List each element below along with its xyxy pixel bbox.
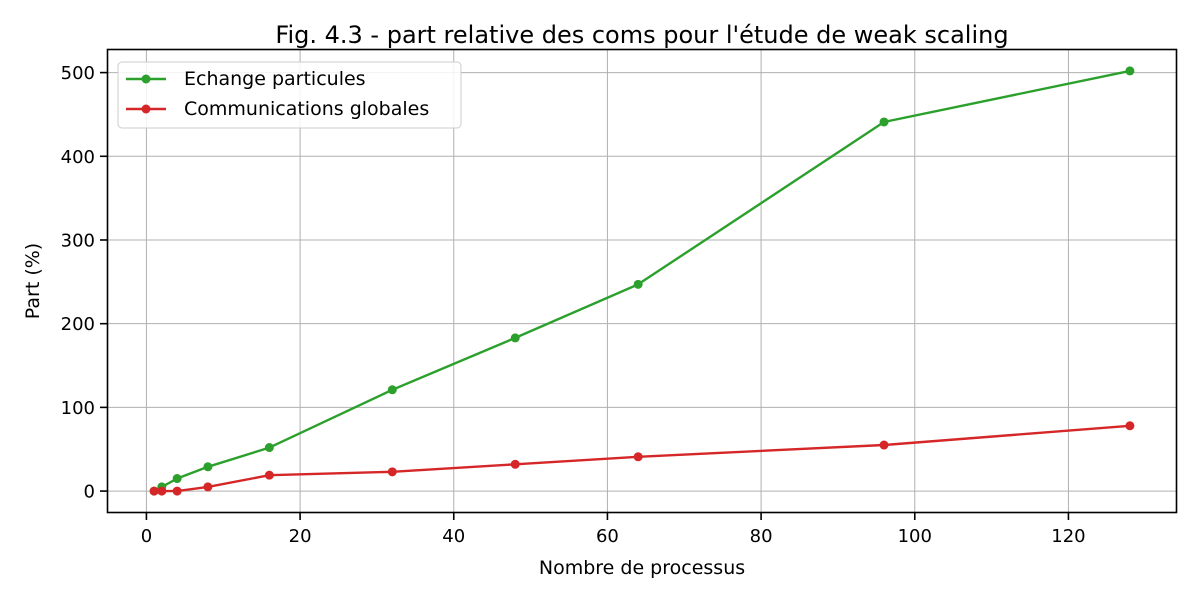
data-point (387, 467, 397, 477)
y-tick-label: 200 (61, 314, 95, 335)
data-point (1125, 66, 1135, 76)
data-point (172, 474, 182, 484)
series-line-0 (153, 69, 1131, 493)
data-point (149, 486, 159, 496)
y-tick-label: 500 (61, 63, 95, 84)
chart-title: Fig. 4.3 - part relative des coms pour l… (275, 21, 1008, 49)
y-tick-label: 0 (84, 482, 95, 503)
x-tick-label: 100 (898, 526, 932, 547)
data-point (203, 482, 213, 492)
x-tick-label: 40 (442, 526, 465, 547)
data-point (633, 452, 643, 462)
grid (108, 50, 1176, 512)
y-tick-label: 400 (61, 147, 95, 168)
data-point (510, 333, 520, 343)
data-point (1125, 421, 1135, 431)
y-tick-label: 300 (61, 230, 95, 251)
series-line-1 (154, 424, 1130, 493)
data-point (203, 462, 213, 472)
legend-label-communications: Communications globales (184, 98, 429, 120)
data-point (264, 443, 274, 453)
legend-box (117, 61, 462, 129)
data-point (264, 470, 274, 480)
legend-marker-communications (141, 104, 151, 114)
y-tick-label: 100 (61, 398, 95, 419)
x-tick-label: 80 (750, 526, 773, 547)
series-layer (149, 66, 1135, 496)
data-point (157, 486, 167, 496)
data-point (387, 385, 397, 395)
x-tick-label: 60 (596, 526, 619, 547)
legend-label-echange: Echange particules (184, 68, 366, 90)
ticks: 0 20 40 60 80 100 120 0 100 200 300 400 500 (61, 63, 1086, 547)
x-tick-label: 20 (289, 526, 312, 547)
plot-frame (106, 48, 1178, 514)
data-point (633, 279, 643, 289)
x-tick-label: 0 (141, 526, 152, 547)
data-point (879, 440, 889, 450)
x-axis-title: Nombre de processus (539, 557, 745, 579)
data-point (172, 486, 182, 496)
data-point (879, 117, 889, 127)
legend-marker-echange (141, 74, 151, 84)
x-tick-label: 120 (1051, 526, 1085, 547)
data-point (510, 459, 520, 469)
legend: Echange particules Communications global… (117, 61, 462, 129)
y-axis-title: Part (%) (22, 243, 44, 319)
